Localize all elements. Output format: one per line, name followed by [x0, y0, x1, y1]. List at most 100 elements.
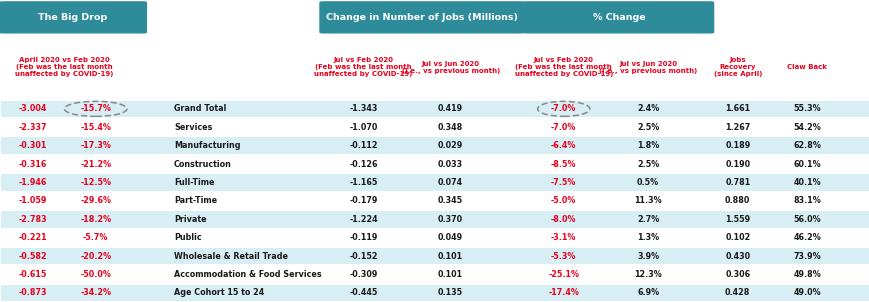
Text: Full-Time: Full-Time [174, 178, 215, 187]
Text: 49.0%: 49.0% [793, 288, 820, 297]
Text: Private: Private [174, 215, 207, 224]
Text: 0.101: 0.101 [438, 270, 462, 279]
Text: -8.5%: -8.5% [550, 159, 576, 169]
Text: 0.5%: 0.5% [636, 178, 659, 187]
Text: 0.190: 0.190 [725, 159, 749, 169]
Text: -0.316: -0.316 [19, 159, 47, 169]
Text: Age Cohort 15 to 24: Age Cohort 15 to 24 [174, 288, 264, 297]
Text: Claw Back: Claw Back [786, 64, 826, 70]
Text: -2.337: -2.337 [19, 123, 47, 132]
Text: Change in Number of Jobs (Millions): Change in Number of Jobs (Millions) [326, 13, 518, 22]
Text: -8.0%: -8.0% [550, 215, 576, 224]
Text: 62.8%: 62.8% [793, 141, 820, 150]
Text: 1.267: 1.267 [724, 123, 750, 132]
Text: 0.419: 0.419 [438, 104, 462, 113]
FancyBboxPatch shape [1, 193, 868, 209]
Text: 0.370: 0.370 [438, 215, 462, 224]
Text: 0.049: 0.049 [438, 233, 462, 242]
Text: 0.074: 0.074 [438, 178, 462, 187]
Text: -0.119: -0.119 [349, 233, 377, 242]
Text: -1.946: -1.946 [19, 178, 47, 187]
FancyBboxPatch shape [1, 174, 868, 191]
Text: 56.0%: 56.0% [793, 215, 820, 224]
Text: 1.559: 1.559 [725, 215, 749, 224]
Text: 73.9%: 73.9% [793, 252, 820, 261]
Text: Manufacturing: Manufacturing [174, 141, 240, 150]
Text: -0.126: -0.126 [349, 159, 377, 169]
FancyBboxPatch shape [1, 229, 868, 246]
Text: -17.3%: -17.3% [80, 141, 111, 150]
Text: -2.783: -2.783 [19, 215, 47, 224]
Text: 0.102: 0.102 [724, 233, 750, 242]
Text: Accommodation & Food Services: Accommodation & Food Services [174, 270, 322, 279]
Text: -25.1%: -25.1% [547, 270, 579, 279]
Text: 0.101: 0.101 [438, 252, 462, 261]
Text: -5.7%: -5.7% [83, 233, 109, 242]
Text: 54.2%: 54.2% [793, 123, 820, 132]
Text: -0.309: -0.309 [349, 270, 377, 279]
Text: -5.0%: -5.0% [550, 196, 576, 205]
Text: April 2020 vs Feb 2020
(Feb was the last month
unaffected by COVID-19): April 2020 vs Feb 2020 (Feb was the last… [15, 57, 114, 77]
Text: 0.430: 0.430 [725, 252, 749, 261]
FancyBboxPatch shape [1, 211, 868, 227]
Text: -1.224: -1.224 [349, 215, 377, 224]
Text: -0.152: -0.152 [349, 252, 377, 261]
Text: -1.343: -1.343 [349, 104, 377, 113]
Text: -34.2%: -34.2% [80, 288, 111, 297]
Text: 2.7%: 2.7% [636, 215, 659, 224]
Text: -15.4%: -15.4% [80, 123, 111, 132]
Text: Grand Total: Grand Total [174, 104, 226, 113]
Text: -12.5%: -12.5% [80, 178, 111, 187]
Text: 49.8%: 49.8% [793, 270, 820, 279]
Text: 0.428: 0.428 [724, 288, 750, 297]
Text: Jul vs Jun 2020
(i.e., vs previous month): Jul vs Jun 2020 (i.e., vs previous month… [599, 61, 696, 74]
Text: Part-Time: Part-Time [174, 196, 217, 205]
Text: 12.3%: 12.3% [634, 270, 661, 279]
Text: -20.2%: -20.2% [80, 252, 111, 261]
Text: 40.1%: 40.1% [793, 178, 820, 187]
Text: -0.301: -0.301 [19, 141, 47, 150]
Text: Public: Public [174, 233, 202, 242]
FancyBboxPatch shape [1, 266, 868, 283]
Text: 60.1%: 60.1% [793, 159, 820, 169]
FancyBboxPatch shape [1, 156, 868, 172]
Text: 83.1%: 83.1% [793, 196, 820, 205]
Text: -18.2%: -18.2% [80, 215, 111, 224]
FancyBboxPatch shape [1, 119, 868, 136]
FancyBboxPatch shape [319, 1, 525, 34]
Text: 55.3%: 55.3% [793, 104, 820, 113]
Text: Jul vs Feb 2020
(Feb was the last month
unaffected by COVID-19): Jul vs Feb 2020 (Feb was the last month … [314, 57, 413, 77]
Text: -0.445: -0.445 [349, 288, 377, 297]
Text: 0.781: 0.781 [724, 178, 750, 187]
Text: -1.070: -1.070 [349, 123, 377, 132]
FancyBboxPatch shape [0, 1, 147, 34]
Text: -50.0%: -50.0% [80, 270, 111, 279]
Text: 0.345: 0.345 [438, 196, 462, 205]
Text: 0.348: 0.348 [437, 123, 463, 132]
Text: 2.5%: 2.5% [636, 123, 659, 132]
Text: 2.5%: 2.5% [636, 159, 659, 169]
Text: -0.615: -0.615 [19, 270, 47, 279]
Text: -29.6%: -29.6% [80, 196, 111, 205]
FancyBboxPatch shape [1, 101, 868, 117]
Text: -0.179: -0.179 [349, 196, 377, 205]
Text: -1.059: -1.059 [19, 196, 47, 205]
Text: -5.3%: -5.3% [550, 252, 576, 261]
Text: Jobs
Recovery
(since April): Jobs Recovery (since April) [713, 57, 761, 77]
Text: 0.033: 0.033 [438, 159, 462, 169]
Text: -15.7%: -15.7% [80, 104, 111, 113]
Text: -7.5%: -7.5% [550, 178, 576, 187]
FancyBboxPatch shape [523, 1, 713, 34]
Text: The Big Drop: The Big Drop [38, 13, 108, 22]
Text: -6.4%: -6.4% [550, 141, 576, 150]
Text: 46.2%: 46.2% [793, 233, 820, 242]
Text: -0.112: -0.112 [349, 141, 377, 150]
Text: Jul vs Jun 2020
(i.e., vs previous month): Jul vs Jun 2020 (i.e., vs previous month… [401, 61, 499, 74]
Text: 6.9%: 6.9% [636, 288, 659, 297]
Text: -7.0%: -7.0% [550, 104, 576, 113]
Text: 2.4%: 2.4% [636, 104, 659, 113]
Text: Jul vs Feb 2020
(Feb was the last month
unaffected by COVID-19): Jul vs Feb 2020 (Feb was the last month … [514, 57, 613, 77]
Text: 0.029: 0.029 [437, 141, 463, 150]
Text: % Change: % Change [592, 13, 645, 22]
Text: -3.1%: -3.1% [550, 233, 576, 242]
